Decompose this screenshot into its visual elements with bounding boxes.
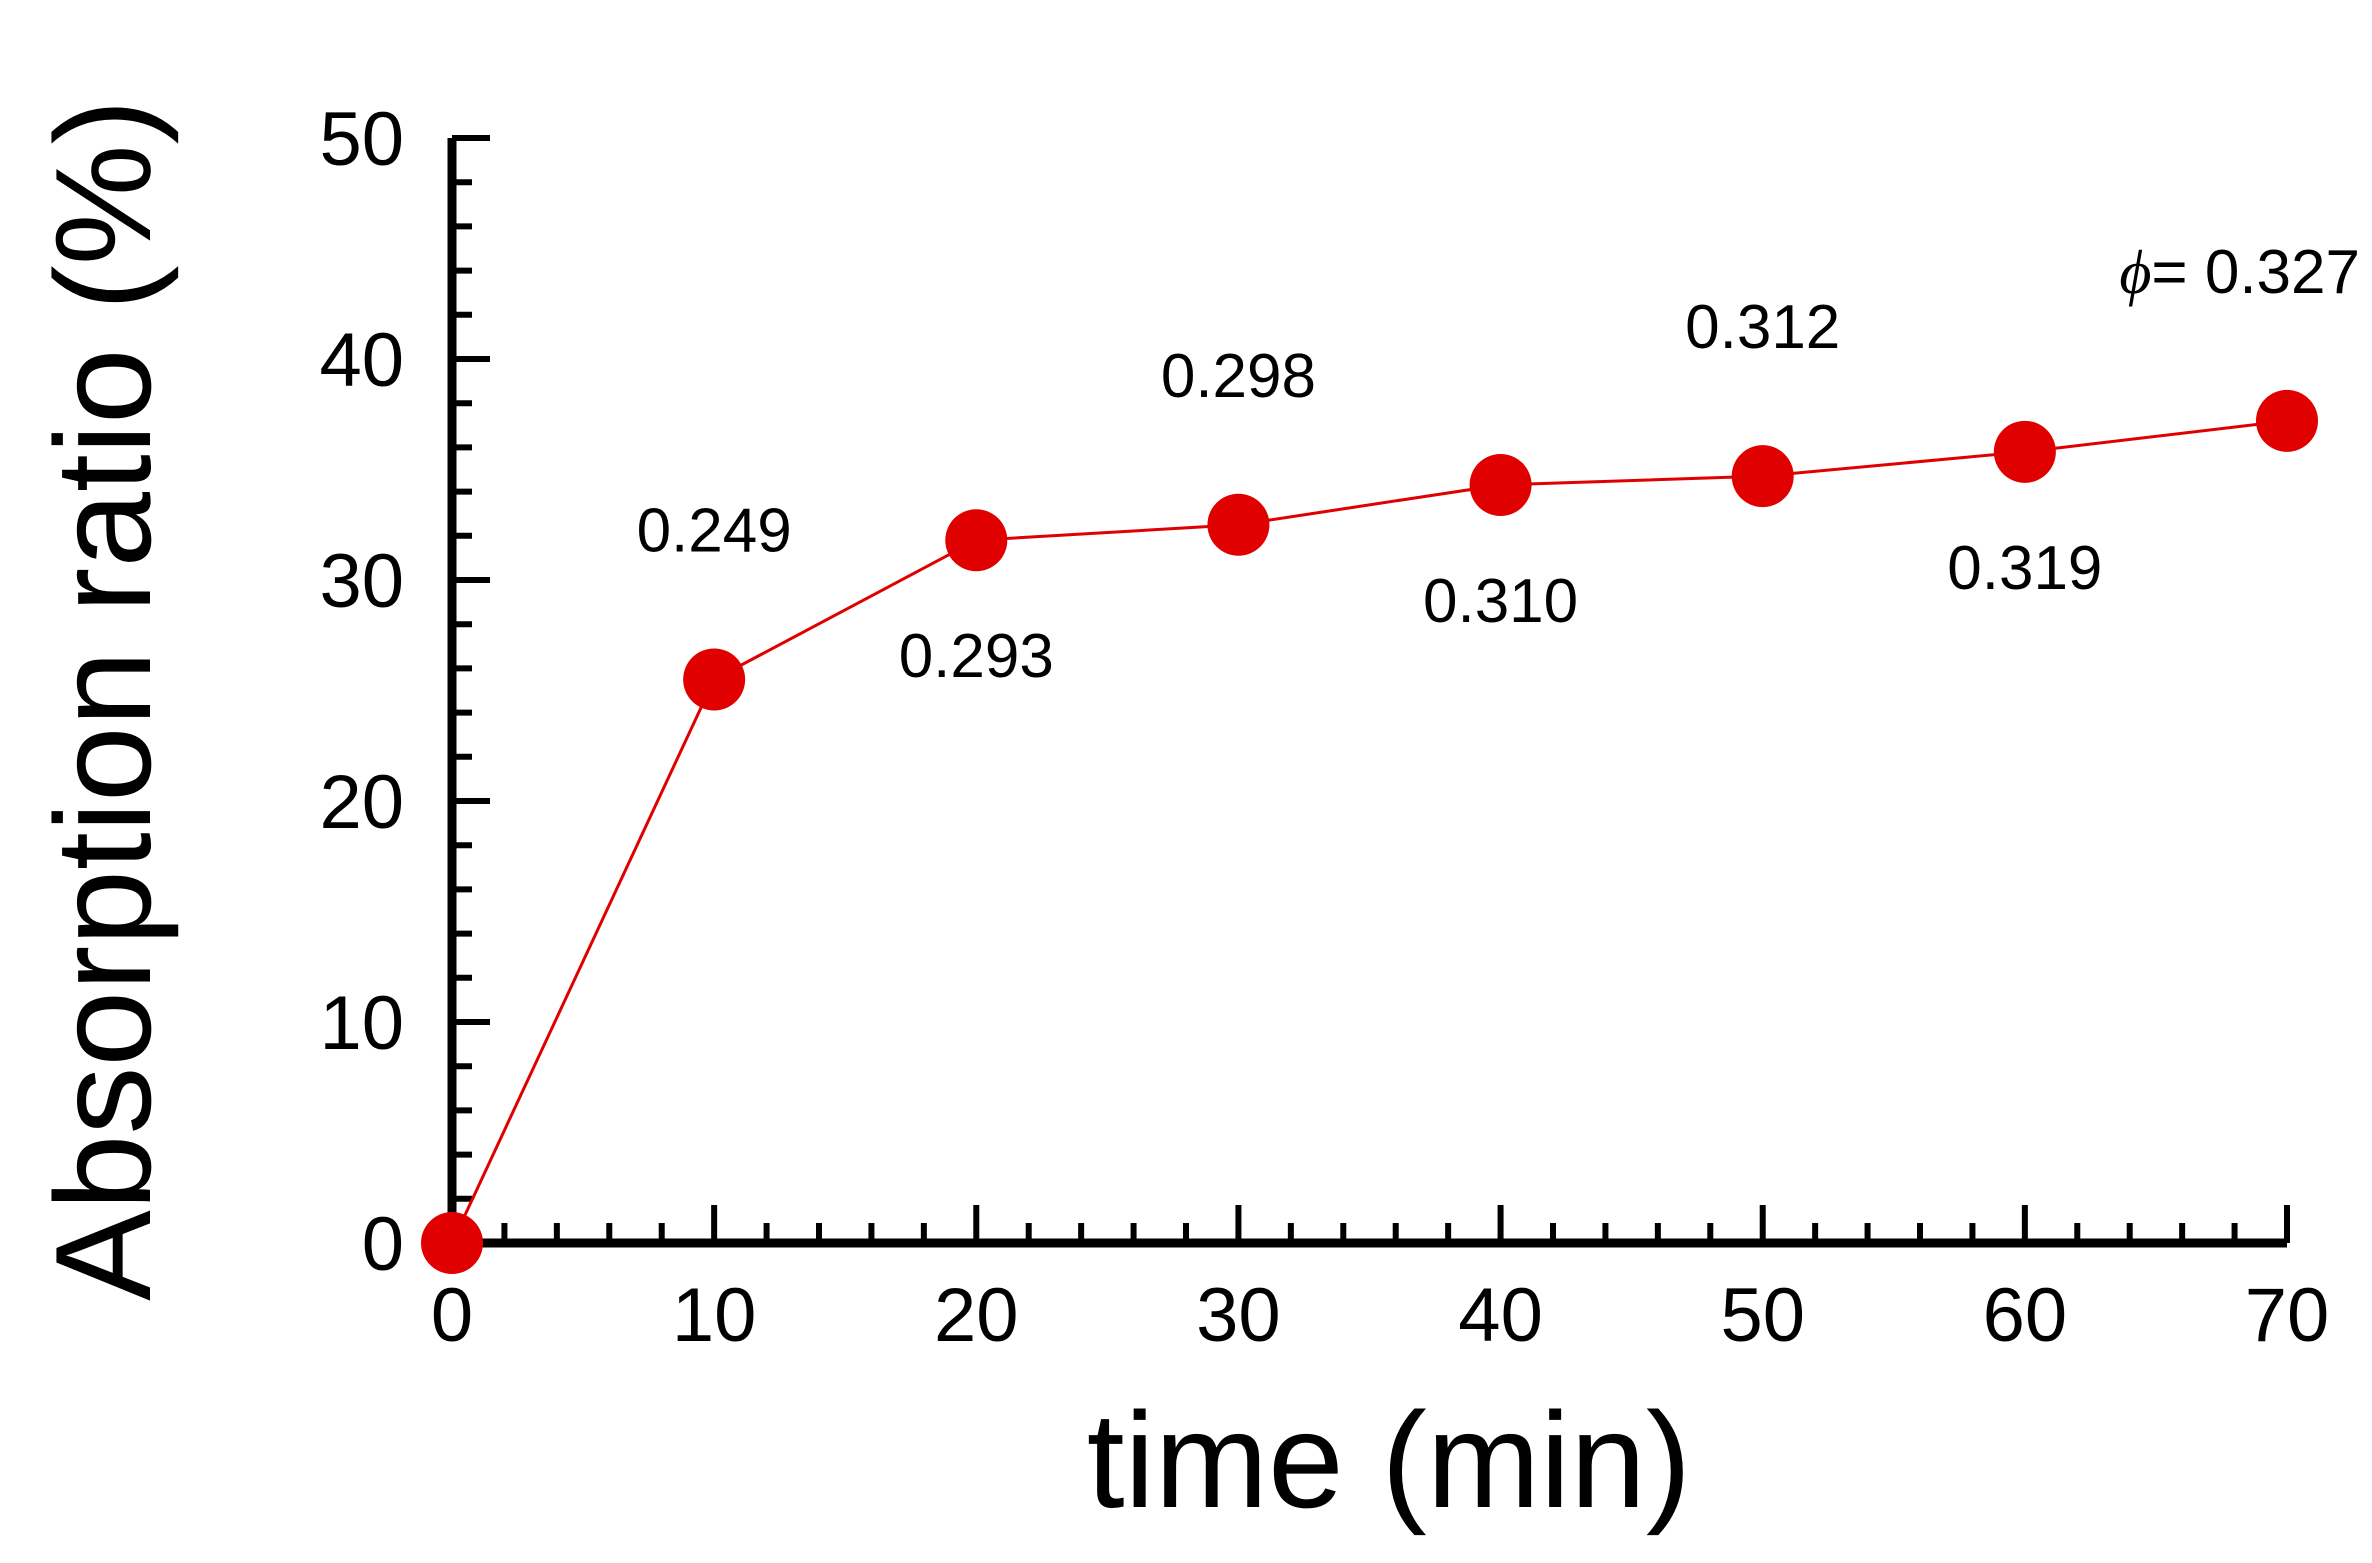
y-tick-label: 50 xyxy=(319,97,404,182)
data-point xyxy=(1731,445,1794,508)
data-point xyxy=(1469,453,1532,516)
x-tick-label: 50 xyxy=(1720,1273,1805,1358)
y-tick-label: 20 xyxy=(319,760,404,845)
y-axis-title: Absorption ratio (%) xyxy=(27,99,179,1301)
phi-value: = 0.327 xyxy=(2151,238,2360,307)
series-line xyxy=(450,419,2288,1244)
x-tick-label: 40 xyxy=(1458,1273,1543,1358)
data-point xyxy=(421,1212,483,1274)
x-tick-label: 10 xyxy=(672,1273,757,1358)
data-value-label: 0.298 xyxy=(1161,342,1316,411)
data-point xyxy=(2256,389,2318,452)
x-axis-title: time (min) xyxy=(1087,1384,1691,1536)
data-point xyxy=(945,509,1008,572)
annotation-layer: 0.249 0.293 0.298 0.310 0.312 0.319 ϕ= 0.327 xyxy=(637,238,2360,691)
y-tick-label: 10 xyxy=(319,981,404,1066)
data-value-label: 0.310 xyxy=(1423,567,1578,636)
x-tick-label: 70 xyxy=(2245,1273,2330,1358)
data-value-label: 0.293 xyxy=(899,622,1054,691)
x-tick-label: 60 xyxy=(1983,1273,2068,1358)
data-point xyxy=(1993,420,2056,483)
data-value-label: 0.319 xyxy=(1947,534,2102,603)
data-point xyxy=(1207,493,1270,556)
x-tick-label: 30 xyxy=(1196,1273,1281,1358)
series-layer xyxy=(421,389,2318,1274)
data-value-label: 0.312 xyxy=(1685,293,1840,362)
y-tick-label: 0 xyxy=(362,1202,404,1287)
data-point xyxy=(683,648,746,711)
axes: 0 10 20 30 40 50 0 10 20 30 40 50 60 70 xyxy=(319,97,2329,1358)
x-tick-label: 20 xyxy=(934,1273,1019,1358)
y-tick-label: 30 xyxy=(319,539,404,624)
phi-symbol: ϕ xyxy=(2119,239,2151,307)
x-tick-label: 0 xyxy=(431,1273,473,1358)
data-value-label: 0.249 xyxy=(637,496,792,565)
data-value-label: ϕ= 0.327 xyxy=(2119,238,2360,307)
y-tick-label: 40 xyxy=(319,318,404,403)
